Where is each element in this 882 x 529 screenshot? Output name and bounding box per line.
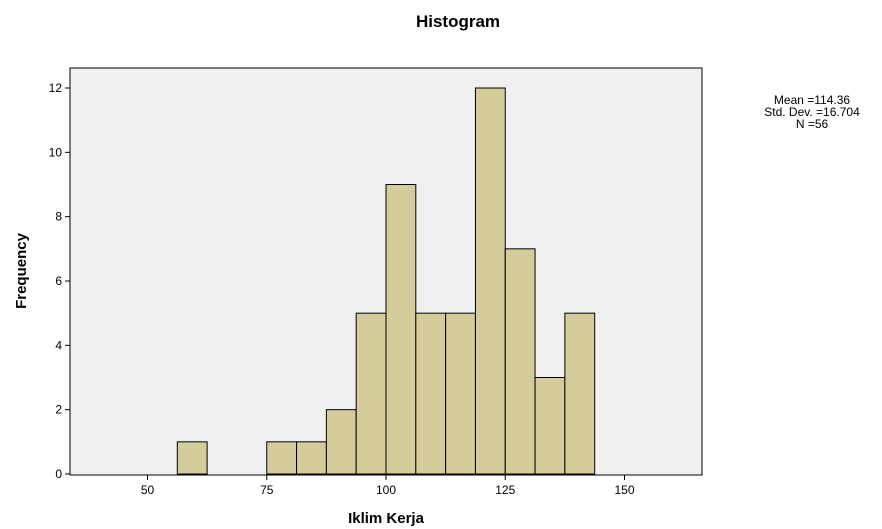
x-tick-label: 75: [260, 483, 274, 497]
histogram-bar-4: [355, 312, 387, 475]
histogram-bar-11: [564, 312, 596, 475]
y-tick-label: 2: [55, 403, 62, 417]
x-tick-label: 100: [376, 483, 396, 497]
x-axis: 50 75 100 125 150: [141, 475, 635, 497]
y-axis: 0 2 4 6 8 10 12: [49, 81, 70, 481]
stat-std-dev: Std. Dev. =16.704: [764, 105, 860, 119]
histogram-bar-3: [325, 409, 357, 475]
chart-title: Histogram: [416, 12, 500, 31]
y-axis-label: Frequency: [13, 232, 30, 309]
histogram-bar-5: [385, 184, 417, 475]
histogram-bar-1: [266, 441, 298, 475]
x-tick-label: 125: [495, 483, 515, 497]
y-tick-label: 0: [55, 467, 62, 481]
histogram-bar-7: [445, 312, 476, 475]
stat-n: N =56: [796, 117, 829, 131]
histogram-bar-2: [296, 441, 327, 475]
x-tick-label: 50: [141, 483, 155, 497]
y-tick-label: 12: [49, 81, 63, 95]
histogram-bar-0: [176, 441, 208, 475]
x-tick-label: 150: [614, 483, 634, 497]
y-tick-label: 10: [49, 145, 63, 159]
histogram-bar-9: [504, 248, 536, 475]
y-tick-label: 6: [55, 274, 62, 288]
bars-group: [176, 87, 596, 475]
histogram-bar-10: [534, 377, 566, 475]
x-axis-label: Iklim Kerja: [348, 510, 425, 527]
y-tick-label: 4: [55, 338, 62, 352]
stats-box: Mean =114.36 Std. Dev. =16.704 N =56: [764, 93, 860, 131]
histogram-bar-6: [415, 312, 447, 475]
histogram-bar-8: [474, 87, 506, 475]
y-tick-label: 8: [55, 210, 62, 224]
stat-mean: Mean =114.36: [774, 93, 850, 107]
